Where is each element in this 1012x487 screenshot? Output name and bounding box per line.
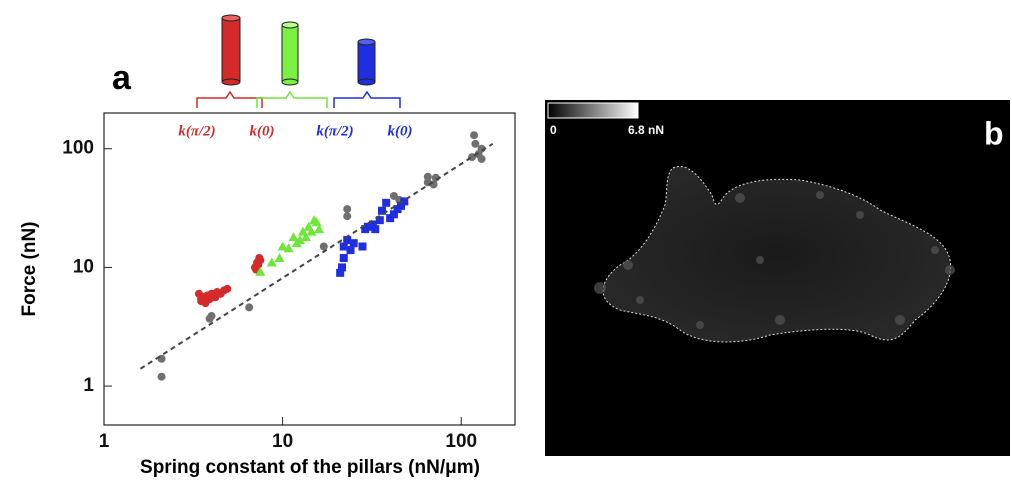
point (223, 284, 232, 293)
scale-max: 6.8 nN (628, 123, 664, 137)
point (300, 232, 311, 242)
annotation: k(0) (250, 123, 275, 139)
point (471, 139, 480, 148)
point (346, 246, 355, 255)
annotation: k(π/2) (178, 123, 215, 139)
point (294, 235, 305, 245)
point (375, 216, 384, 225)
point (368, 220, 377, 229)
fit-line (139, 142, 494, 370)
point (255, 266, 266, 276)
point (470, 131, 479, 140)
point (343, 205, 352, 214)
y-tick-label: 100 (62, 138, 94, 159)
point (358, 242, 367, 251)
point (283, 243, 294, 253)
point (349, 239, 358, 248)
x-tick-label: 10 (272, 431, 293, 452)
pillar-icons (221, 14, 376, 86)
point (339, 254, 348, 263)
point (371, 225, 380, 234)
point (245, 303, 254, 312)
y-axis-label: Force (nN) (19, 222, 40, 317)
point (339, 242, 348, 251)
point (343, 212, 352, 221)
point (336, 268, 345, 277)
point (266, 257, 277, 267)
point (311, 217, 322, 227)
plot-frame (103, 112, 516, 426)
point (382, 198, 391, 207)
point (400, 197, 409, 206)
point (274, 253, 285, 263)
point (288, 232, 299, 242)
y-tick-label: 1 (83, 375, 94, 396)
x-tick-label: 100 (445, 431, 477, 452)
point (157, 372, 166, 381)
scale-min: 0 (550, 123, 557, 137)
panel-label: a (112, 59, 132, 97)
x-tick-label: 1 (99, 431, 110, 452)
point (396, 201, 405, 210)
point (363, 222, 372, 231)
point (377, 206, 386, 215)
point (277, 241, 288, 251)
panel-label: b (984, 115, 1004, 151)
y-tick-label: 10 (73, 256, 94, 277)
x-axis-label: Spring constant of the pillars (nN/μm) (140, 457, 480, 478)
point (337, 263, 346, 272)
point (319, 242, 328, 251)
point (343, 236, 352, 245)
point (389, 210, 398, 219)
point (477, 154, 486, 163)
image-panel: 0 6.8 nN b (545, 100, 1010, 456)
annotation: k(0) (388, 123, 413, 139)
point (423, 172, 432, 181)
point (207, 311, 216, 320)
annotation: k(π/2) (316, 123, 353, 139)
point (314, 224, 325, 234)
point (306, 226, 317, 236)
brackets (196, 90, 401, 108)
point (201, 292, 210, 301)
